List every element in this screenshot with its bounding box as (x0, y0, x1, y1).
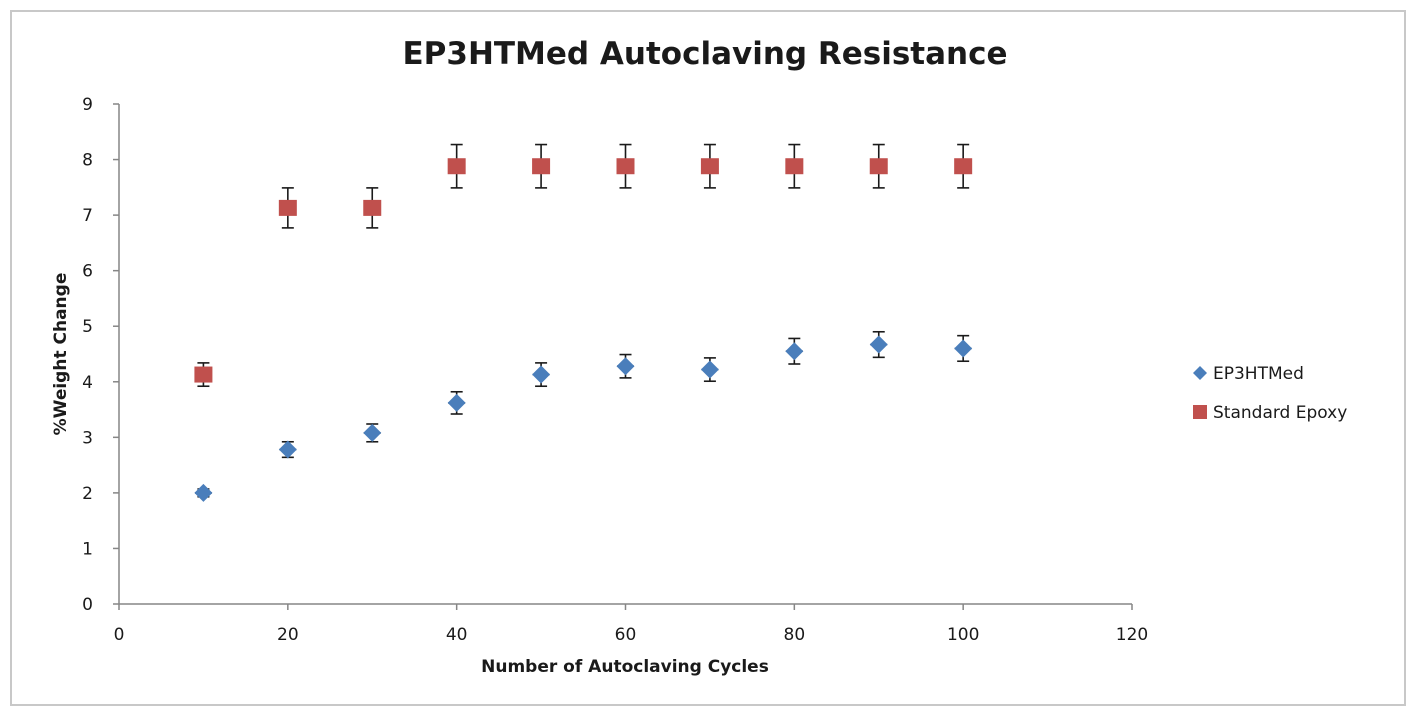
data-point (194, 366, 213, 383)
data-point (532, 365, 551, 384)
y-tick-label: 4 (82, 373, 93, 393)
x-tick-label: 40 (446, 625, 468, 645)
data-point (447, 158, 466, 175)
data-point (447, 393, 466, 412)
axes: 0 1 2 3 4 5 6 7 8 9 0 20 40 60 80 100 120 (82, 95, 1148, 645)
data-point (785, 158, 804, 175)
chart-title: EP3HTMed Autoclaving Resistance (402, 36, 1007, 72)
y-tick-label: 1 (82, 539, 93, 559)
data-point (278, 199, 297, 216)
data-point (700, 158, 719, 175)
y-tick-label: 9 (82, 95, 93, 115)
data-point (363, 199, 382, 216)
legend-item-ep3htmed: EP3HTMed (1193, 364, 1304, 384)
x-axis-title: Number of Autoclaving Cycles (481, 657, 769, 677)
data-point (363, 423, 382, 442)
y-tick-label: 5 (82, 317, 93, 337)
legend-marker (1193, 366, 1207, 380)
y-tick-label: 7 (82, 206, 93, 226)
data-point (954, 339, 973, 358)
data-point (278, 440, 297, 459)
y-tick-label: 0 (82, 595, 93, 615)
x-tick-label: 60 (615, 625, 637, 645)
y-axis-title: %Weight Change (51, 273, 71, 436)
y-tick-label: 8 (82, 151, 93, 171)
series-ep3htmed (194, 330, 973, 502)
data-point (532, 158, 551, 175)
y-tick-label: 3 (82, 428, 93, 448)
x-tick-label: 0 (114, 625, 125, 645)
y-tick-label: 6 (82, 262, 93, 282)
y-tick-label: 2 (82, 484, 93, 504)
data-point (954, 158, 973, 175)
data-point (616, 357, 635, 376)
legend-item-standard-epoxy: Standard Epoxy (1193, 403, 1347, 423)
x-tick-label: 20 (277, 625, 299, 645)
data-point (785, 342, 804, 361)
legend-label: EP3HTMed (1213, 364, 1304, 384)
x-tick-label: 120 (1116, 625, 1148, 645)
data-point (700, 360, 719, 379)
x-tick-label: 80 (784, 625, 806, 645)
series-standard-epoxy (194, 143, 973, 388)
data-point (616, 158, 635, 175)
legend-label: Standard Epoxy (1213, 403, 1347, 423)
legend-marker (1193, 405, 1207, 419)
legend: EP3HTMed Standard Epoxy (1193, 364, 1347, 423)
x-tick-label: 100 (947, 625, 979, 645)
data-point (869, 158, 888, 175)
data-point (194, 483, 213, 502)
data-point (869, 335, 888, 354)
plot-marks (194, 143, 973, 502)
